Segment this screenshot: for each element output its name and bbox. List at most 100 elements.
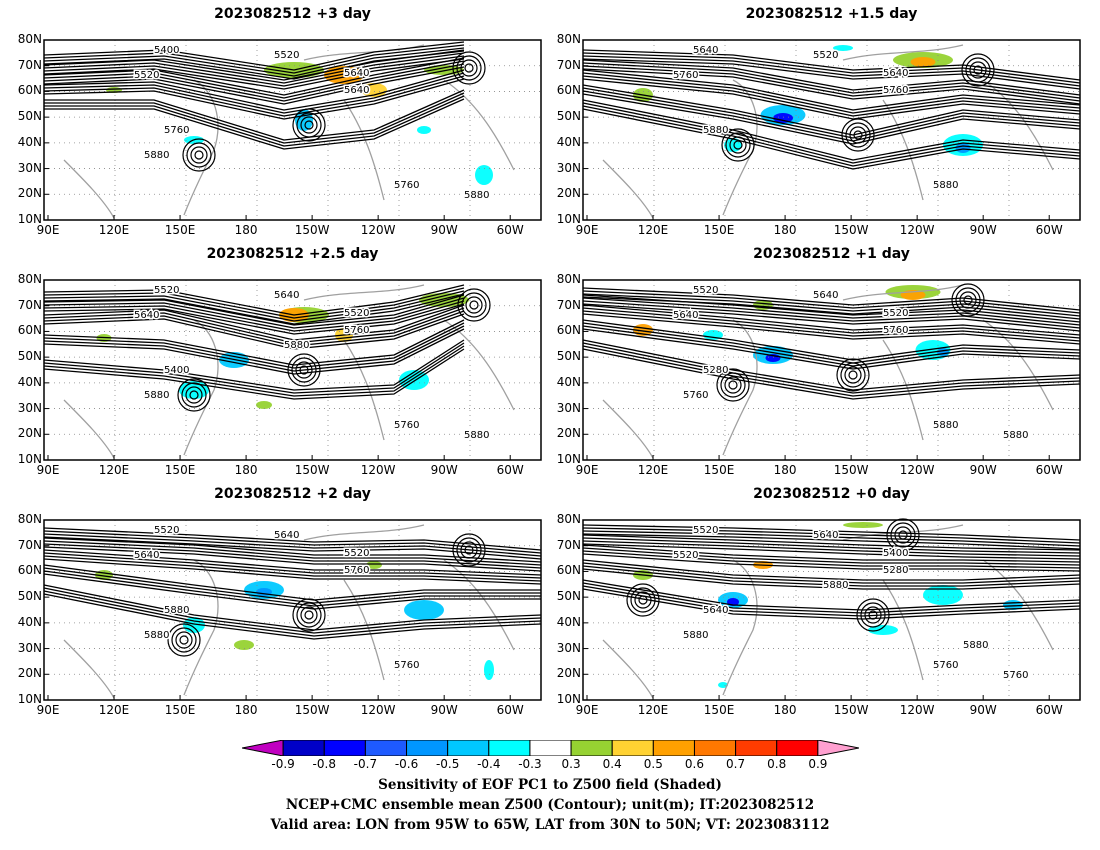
- sensitivity-shade-4: [404, 600, 444, 620]
- low-contour-ring: [961, 53, 995, 87]
- z500-contour-line: [582, 533, 1081, 550]
- z500-contour-line: [43, 69, 465, 111]
- z500-contour-line: [582, 345, 1081, 397]
- sensitivity-shade-1: [910, 57, 936, 67]
- colorbar-swatch: [323, 739, 366, 757]
- sensitivity-shade-8: [833, 45, 853, 51]
- contour-label: 5640: [134, 550, 159, 561]
- low-contour-ring: [716, 368, 750, 402]
- z500-contour-line: [582, 559, 1081, 581]
- z500-contour-line: [44, 89, 465, 141]
- lon-label: 150W: [294, 223, 330, 237]
- lat-label: 60N: [556, 563, 581, 578]
- panel-title-5: 2023082512 +2 day: [214, 486, 371, 502]
- colorbar-swatch: [364, 739, 408, 757]
- contour-label: 5640: [673, 310, 698, 321]
- low-contour-ring: [853, 130, 863, 140]
- z500-contour-line: [582, 75, 1081, 117]
- lon-label: 150W: [833, 463, 869, 477]
- z500-contour-line: [582, 568, 1081, 590]
- contour-label: 5880: [144, 390, 169, 401]
- z500-contour-line: [582, 58, 1081, 90]
- contour-label: 5520: [693, 285, 718, 296]
- lat-label: 80N: [17, 32, 42, 46]
- z500-contour-line: [43, 322, 465, 369]
- z500-contour-line: [43, 41, 465, 71]
- z500-contour-line: [43, 319, 465, 366]
- low-contour-ring: [724, 376, 742, 394]
- z500-contour-line: [43, 593, 542, 640]
- lat-label: 60N: [17, 83, 42, 98]
- z500-contour-line: [43, 63, 465, 102]
- lat-label: 20N: [17, 186, 42, 201]
- panel-title-1: 2023082512 +3 day: [214, 6, 371, 22]
- colorbar-tick-label: 0.3: [561, 757, 581, 771]
- z500-contour-line: [43, 325, 465, 372]
- z500-contour-line: [43, 348, 465, 400]
- colorbar-tick-label: -0.6: [394, 757, 419, 771]
- colorbar-tick-label: 0.8: [767, 757, 787, 771]
- z500-contour-line: [582, 87, 1081, 139]
- lon-label: 120E: [637, 223, 669, 237]
- low-contour-ring: [171, 627, 197, 653]
- lat-label: 60N: [17, 323, 42, 338]
- lat-label: 50N: [556, 349, 581, 364]
- z500-contour-line: [582, 527, 1081, 544]
- z500-contour-line: [43, 549, 542, 576]
- lon-label: 180: [773, 703, 797, 717]
- contour-label: 5520: [344, 548, 369, 559]
- lat-label: 50N: [17, 349, 42, 364]
- contour-label: 5880: [703, 125, 728, 136]
- z500-contour-line: [582, 300, 1081, 329]
- low-contour-ring: [452, 51, 486, 85]
- map-panel-3: 5520 5640 5520 5640 5760 5400 5760 5880 5880 5880: [43, 279, 542, 461]
- lon-label: 180: [234, 463, 258, 477]
- low-contour-ring: [457, 288, 491, 322]
- low-contour-ring: [464, 63, 474, 73]
- low-contour-ring: [167, 623, 201, 657]
- z500-contour-line: [582, 297, 1081, 326]
- sensitivity-shade-5: [366, 561, 382, 569]
- contour-label: 5520: [344, 308, 369, 319]
- sensitivity-shade-8: [417, 126, 431, 134]
- z500-contour-line: [43, 287, 465, 319]
- lat-label: 20N: [556, 426, 581, 441]
- lon-label: 120W: [899, 463, 935, 477]
- colorbar-tick-label: 0.4: [602, 757, 622, 771]
- z500-contour-line: [44, 98, 465, 150]
- low-contour-ring: [452, 533, 486, 567]
- contour-label: 5640: [274, 290, 299, 301]
- z500-contour-line: [44, 92, 465, 144]
- lat-label: 40N: [17, 374, 42, 389]
- colorbar-tick-label: 0.7: [726, 757, 746, 771]
- colorbar-arrow-left: [241, 739, 284, 757]
- lon-label: 90E: [36, 463, 60, 477]
- lat-label: 40N: [556, 614, 581, 629]
- z500-contour-line: [43, 72, 465, 114]
- contour-label: 5880: [933, 420, 958, 431]
- z500-contour-line: [582, 540, 1081, 557]
- colorbar-swatch: [693, 739, 737, 757]
- colorbar-svg: [241, 739, 860, 757]
- contour-label: 5520: [693, 525, 718, 536]
- contour-label: 5760: [394, 660, 419, 671]
- lon-label: 150W: [833, 223, 869, 237]
- lat-label: 10N: [556, 692, 581, 706]
- z500-contour-line: [43, 290, 465, 322]
- z500-contour-line: [582, 562, 1081, 584]
- lon-label: 150E: [703, 463, 735, 477]
- z500-contour-line: [582, 287, 1081, 311]
- map-svg-1: 5400 5520 5640 5520 5640 5760 5760 5880 5880: [43, 39, 542, 221]
- colorbar-swatch: [447, 739, 490, 757]
- lon-label: 60W: [496, 463, 524, 477]
- z500-contour-line: [582, 105, 1081, 167]
- contour-label: 5880: [963, 640, 988, 651]
- contour-label: 5640: [134, 310, 159, 321]
- colorbar-swatch: [652, 739, 695, 757]
- contour-label: 5280: [703, 365, 728, 376]
- sensitivity-shade-4: [773, 113, 793, 123]
- z500-contour-line: [582, 78, 1081, 120]
- map-panel-1: 5400 5520 5640 5520 5640 5760 5760 5880 5880: [43, 39, 542, 221]
- z500-contour-line: [43, 584, 542, 631]
- lon-label: 180: [773, 463, 797, 477]
